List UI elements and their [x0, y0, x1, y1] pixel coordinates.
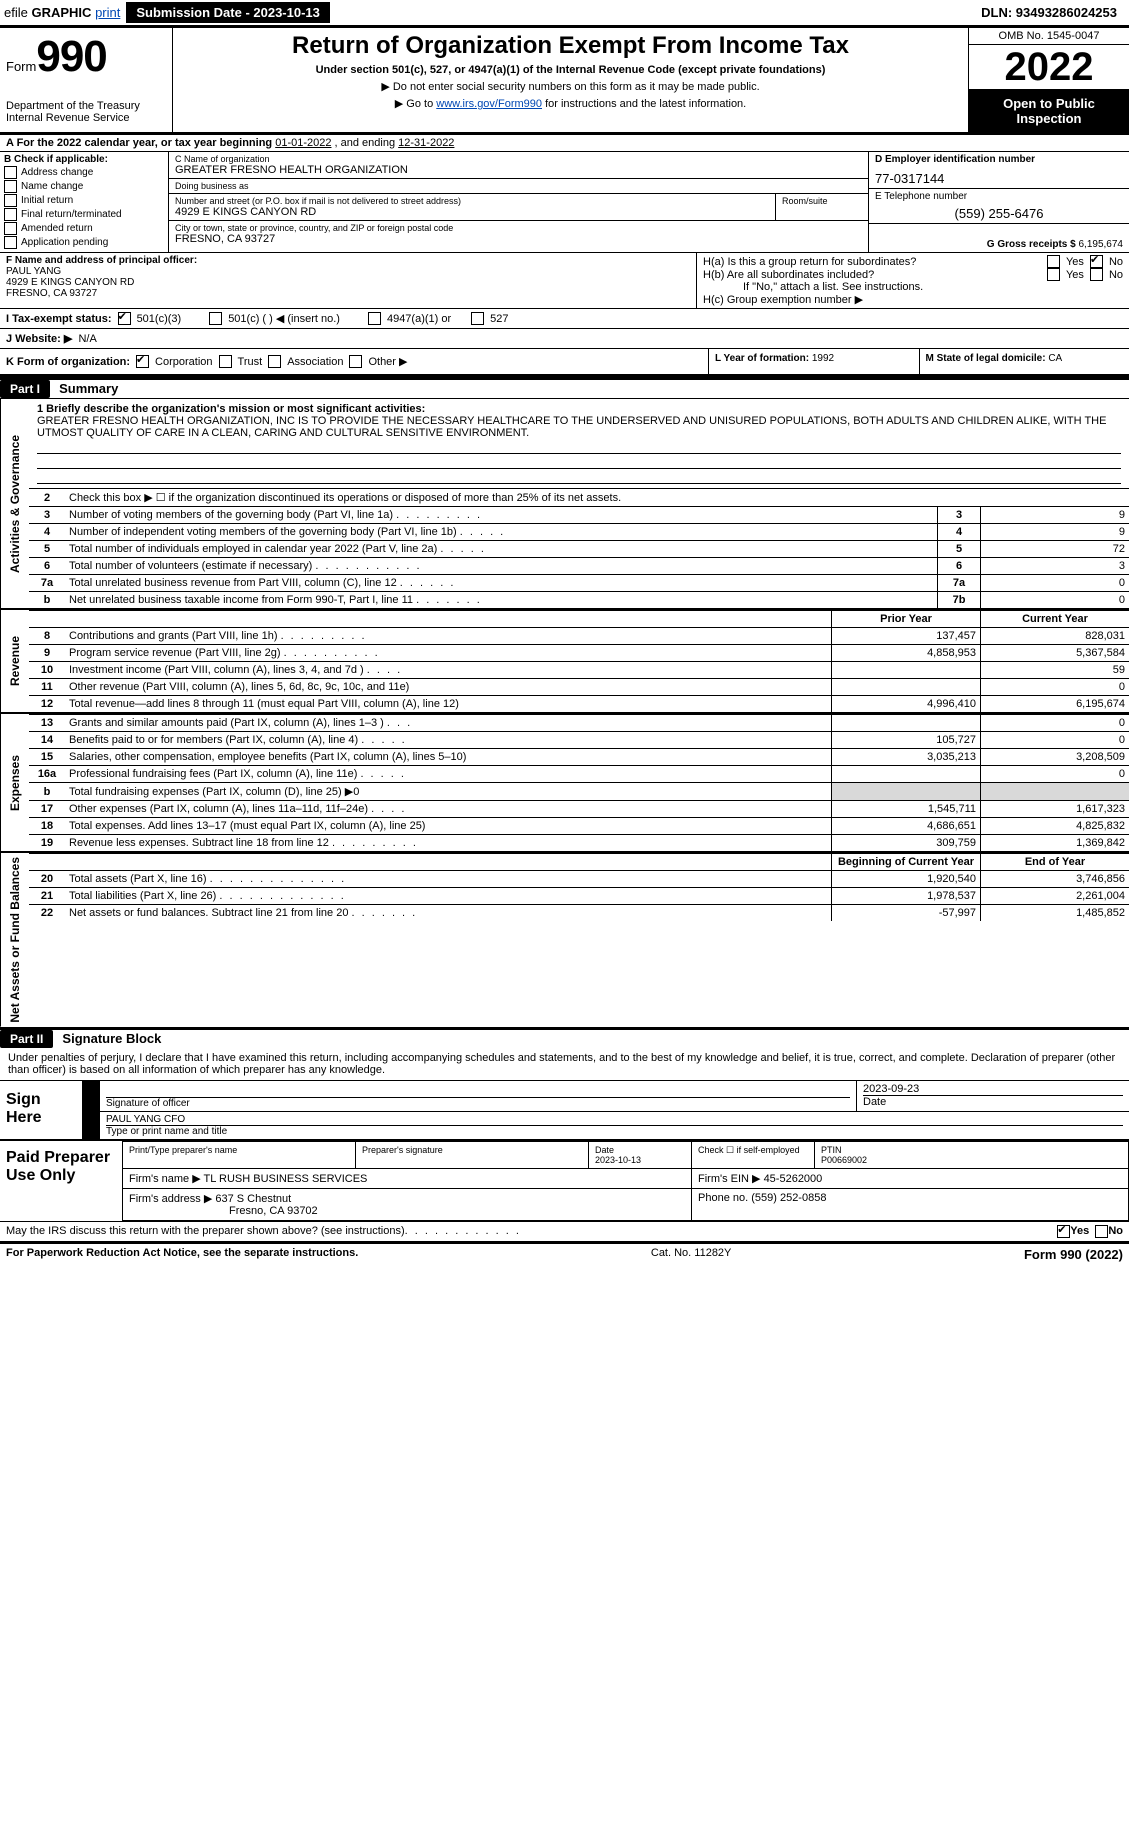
chk-corp[interactable] — [136, 355, 149, 368]
may-no[interactable] — [1095, 1225, 1108, 1238]
chk-527[interactable] — [471, 312, 484, 325]
telephone: (559) 255-6476 — [875, 206, 1123, 221]
org-name: GREATER FRESNO HEALTH ORGANIZATION — [175, 164, 862, 176]
vtab-governance: Activities & Governance — [0, 399, 29, 608]
submission-date-button[interactable]: Submission Date - 2023-10-13 — [126, 2, 330, 23]
officer-name: PAUL YANG CFO — [106, 1114, 1123, 1125]
ha-yes[interactable] — [1047, 255, 1060, 268]
chk-app-pending[interactable] — [4, 236, 17, 249]
chk-other[interactable] — [349, 355, 362, 368]
firm-name: TL RUSH BUSINESS SERVICES — [204, 1173, 368, 1185]
arrow-icon — [82, 1081, 100, 1111]
chk-final-return[interactable] — [4, 208, 17, 221]
year-formation: 1992 — [812, 353, 834, 364]
vtab-net-assets: Net Assets or Fund Balances — [0, 853, 29, 1027]
chk-501c[interactable] — [209, 312, 222, 325]
firm-addr: 637 S Chestnut — [215, 1193, 291, 1205]
sign-here-label: Sign Here — [0, 1081, 82, 1139]
check-applicable: B Check if applicable: Address change Na… — [0, 152, 169, 252]
vtab-revenue: Revenue — [0, 610, 29, 712]
ein: 77-0317144 — [875, 171, 1123, 186]
vtab-expenses: Expenses — [0, 714, 29, 851]
prep-date: 2023-10-13 — [595, 1155, 641, 1165]
chk-assoc[interactable] — [268, 355, 281, 368]
signature-declaration: Under penalties of perjury, I declare th… — [0, 1048, 1129, 1080]
sig-date: 2023-09-23 — [863, 1083, 1123, 1095]
year-box: OMB No. 1545-0047 2022 Open to Public In… — [968, 28, 1129, 132]
print-link[interactable]: print — [95, 5, 120, 20]
firm-phone: (559) 252-0858 — [751, 1192, 826, 1204]
form-number: 990 — [36, 32, 106, 82]
org-city: FRESNO, CA 93727 — [175, 233, 862, 245]
org-street: 4929 E KINGS CANYON RD — [175, 206, 769, 218]
ptin: P00669002 — [821, 1155, 867, 1165]
chk-name-change[interactable] — [4, 180, 17, 193]
hb-yes[interactable] — [1047, 268, 1060, 281]
chk-address-change[interactable] — [4, 166, 17, 179]
page-title: Return of Organization Exempt From Incom… — [181, 32, 960, 60]
chk-4947[interactable] — [368, 312, 381, 325]
chk-initial-return[interactable] — [4, 194, 17, 207]
footer: For Paperwork Reduction Act Notice, see … — [0, 1241, 1129, 1265]
efile-label: efile GRAPHIC print — [4, 5, 120, 20]
form-title-box: Return of Organization Exempt From Incom… — [173, 28, 968, 132]
ha-no[interactable] — [1090, 255, 1103, 268]
chk-amended[interactable] — [4, 222, 17, 235]
part2-header: Part II — [0, 1030, 53, 1048]
chk-501c3[interactable] — [118, 312, 131, 325]
state-domicile: CA — [1048, 353, 1062, 364]
line-a: A For the 2022 calendar year, or tax yea… — [0, 132, 1129, 151]
paid-preparer-label: Paid Preparer Use Only — [0, 1141, 122, 1221]
may-yes[interactable] — [1057, 1225, 1070, 1238]
website-row: J Website: ▶ N/A — [0, 328, 1129, 348]
principal-officer: F Name and address of principal officer:… — [0, 253, 696, 308]
firm-ein: 45-5262000 — [764, 1173, 823, 1185]
dln: DLN: 93493286024253 — [981, 5, 1125, 20]
hb-no[interactable] — [1090, 268, 1103, 281]
part1-header: Part I — [0, 380, 50, 398]
topbar: efile GRAPHIC print Submission Date - 20… — [0, 0, 1129, 25]
form-id-box: Form 990 Department of the Treasury Inte… — [0, 28, 173, 132]
mission-box: 1 Briefly describe the organization's mi… — [29, 399, 1129, 488]
arrow-icon — [82, 1112, 100, 1139]
irs-link[interactable]: www.irs.gov/Form990 — [436, 98, 542, 110]
form-of-org: K Form of organization: Corporation Trus… — [0, 349, 708, 374]
may-discuss-row: May the IRS discuss this return with the… — [0, 1221, 1129, 1241]
tax-exempt-status: I Tax-exempt status: 501(c)(3) 501(c) ( … — [0, 308, 1129, 328]
gross-receipts: 6,195,674 — [1079, 239, 1124, 250]
chk-trust[interactable] — [219, 355, 232, 368]
